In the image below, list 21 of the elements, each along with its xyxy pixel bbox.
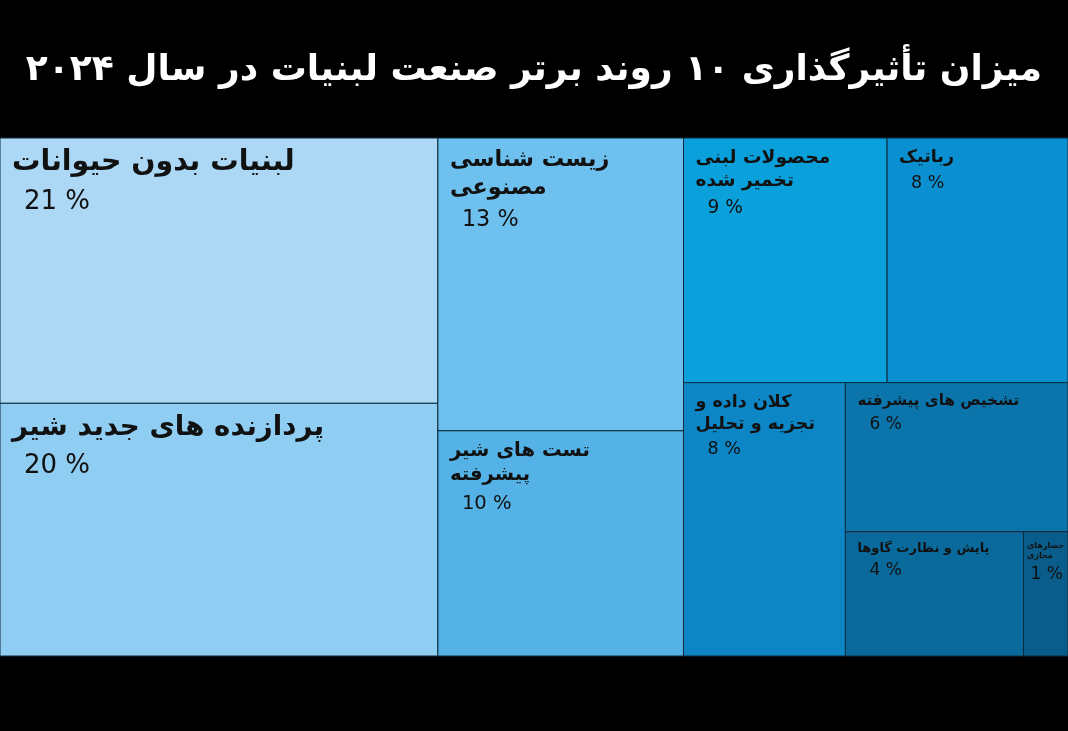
data-label: 21 % xyxy=(24,184,91,215)
data-label: 8 % xyxy=(707,438,741,459)
data-label: 8 % xyxy=(911,171,945,192)
category-label: تست های شیر پیشرفته xyxy=(448,437,590,486)
category-label: تشخیص های پیشرفته xyxy=(857,390,1020,410)
category-label: پایش و نظارت گاوها xyxy=(857,539,990,555)
category-label: کلان داده و تجزیه و تحلیل xyxy=(694,390,816,434)
data-label: 6 % xyxy=(869,412,902,433)
category-label: لبنیات بدون حیوانات xyxy=(12,144,295,177)
category-label: رباتیک xyxy=(899,146,954,166)
category-label: محصولات لبنی تخمیر شده xyxy=(695,146,831,192)
category-label: پردازنده های جدید شیر xyxy=(10,409,325,443)
data-label: 20 % xyxy=(24,448,91,479)
data-label: 9 % xyxy=(707,196,743,218)
data-label: 10 % xyxy=(461,490,512,514)
category-label: حصارهای مجازی xyxy=(1027,540,1065,560)
data-label: 4 % xyxy=(869,558,902,579)
data-label: 1 % xyxy=(1030,562,1063,583)
data-label: 13 % xyxy=(461,204,519,231)
text: میزان تأثیرگذاری ۱۰ روند برتر صنعت لبنیات در سال ۲۰۲۴ xyxy=(25,43,1043,89)
category-label: زیست شناسی مصنوعی xyxy=(449,145,610,200)
